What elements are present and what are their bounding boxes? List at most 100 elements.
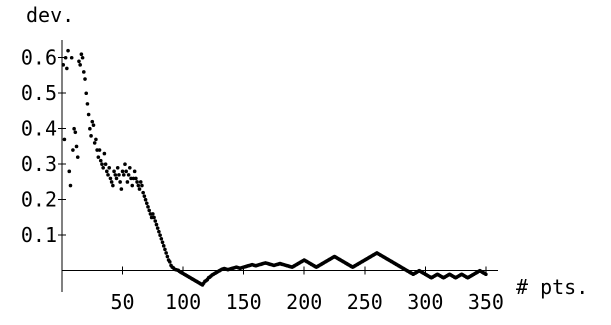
y-axis-label: dev. xyxy=(26,3,74,27)
data-point-0-57 xyxy=(130,183,135,188)
data-point-0-39 xyxy=(108,176,113,181)
data-point-0-21 xyxy=(86,112,91,117)
y-ticks: 0.1 0.2 0.3 0.4 0.5 0.6 xyxy=(21,46,66,247)
data-point-0-25 xyxy=(91,123,96,127)
data-point-0-88 xyxy=(167,260,172,264)
data-point-0-81 xyxy=(159,236,164,241)
x-ticks: 50 100 150 200 250 300 350 xyxy=(111,266,504,314)
y-tick-label-0.2: 0.2 xyxy=(21,188,57,212)
data-point-0-54 xyxy=(126,173,131,177)
x-tick-label-100: 100 xyxy=(165,290,201,314)
data-point-0-50 xyxy=(121,173,126,177)
x-tick-label-200: 200 xyxy=(286,290,322,314)
data-point-0-7 xyxy=(69,55,74,60)
x-tick-label-350: 350 xyxy=(468,290,504,314)
data-point-0-52 xyxy=(124,169,128,174)
data-point-0-20 xyxy=(85,102,90,106)
data-point-0-22 xyxy=(88,126,92,131)
data-point-0-46 xyxy=(117,173,121,177)
data-point-0-60 xyxy=(134,176,138,181)
data-point-0-41 xyxy=(111,183,115,188)
data-point-0-79 xyxy=(157,229,161,234)
data-point-0-75 xyxy=(152,215,156,220)
data-point-0-55 xyxy=(128,165,132,170)
data-point-0-69 xyxy=(144,201,149,206)
data-point-0-14 xyxy=(78,63,82,67)
y-tick-label-0.1: 0.1 xyxy=(21,223,57,247)
y-tick-label-0.6: 0.6 xyxy=(21,46,57,70)
data-point-0-44 xyxy=(114,176,119,181)
data-point-0-82 xyxy=(160,240,165,245)
data-point-0-3 xyxy=(65,66,69,71)
data-point-0-4 xyxy=(66,48,70,53)
data-point-0-13 xyxy=(77,59,81,64)
data-point-0-349 xyxy=(484,272,488,277)
data-point-0-70 xyxy=(146,205,150,209)
data-point-0-64 xyxy=(138,180,143,184)
y-tick-label-0.3: 0.3 xyxy=(21,152,57,176)
data-point-0-12 xyxy=(75,155,80,159)
data-point-0-11 xyxy=(74,144,79,149)
data-point-0-31 xyxy=(98,158,103,163)
data-point-0-34 xyxy=(102,151,107,156)
x-tick-label-150: 150 xyxy=(226,290,262,314)
data-point-0-23 xyxy=(89,134,93,138)
data-point-0-35 xyxy=(103,162,108,167)
data-point-0-84 xyxy=(163,247,167,252)
x-tick-label-50: 50 xyxy=(111,290,135,314)
data-point-0-8 xyxy=(71,148,75,152)
data-point-0-80 xyxy=(158,233,162,238)
data-point-0-53 xyxy=(125,180,130,184)
data-point-0-36 xyxy=(105,169,109,174)
data-point-0-24 xyxy=(90,119,95,124)
data-point-0-62 xyxy=(136,183,141,188)
data-point-0-0 xyxy=(61,63,66,67)
data-point-0-74 xyxy=(151,212,155,216)
data-point-0-27 xyxy=(94,137,98,142)
data-points xyxy=(61,48,488,287)
data-point-0-19 xyxy=(84,91,89,96)
data-point-0-16 xyxy=(80,55,85,60)
data-point-0-86 xyxy=(165,254,170,259)
data-point-0-51 xyxy=(123,162,127,167)
data-point-0-26 xyxy=(92,141,97,145)
x-axis-label: # pts. xyxy=(516,275,588,299)
data-point-0-77 xyxy=(154,222,159,227)
data-point-0-47 xyxy=(118,180,122,184)
data-point-0-6 xyxy=(68,183,73,188)
data-point-0-29 xyxy=(96,155,101,159)
data-point-0-30 xyxy=(97,148,102,152)
data-point-0-2 xyxy=(63,55,68,60)
data-point-0-59 xyxy=(132,169,137,174)
data-point-0-67 xyxy=(142,194,147,198)
data-point-0-38 xyxy=(107,165,112,170)
data-point-0-17 xyxy=(82,70,86,74)
data-point-0-42 xyxy=(112,169,116,174)
data-point-0-43 xyxy=(113,173,118,177)
data-point-0-37 xyxy=(106,173,110,177)
data-point-0-5 xyxy=(67,169,72,174)
data-point-0-66 xyxy=(141,190,145,195)
data-point-0-71 xyxy=(147,208,151,213)
data-point-0-32 xyxy=(100,162,104,167)
x-tick-label-250: 250 xyxy=(347,290,383,314)
data-point-0-78 xyxy=(155,226,160,230)
data-point-0-68 xyxy=(143,197,148,202)
y-tick-label-0.5: 0.5 xyxy=(21,81,57,105)
data-point-0-83 xyxy=(161,244,166,248)
data-point-0-15 xyxy=(79,52,84,56)
data-point-0-10 xyxy=(73,130,78,135)
data-point-0-85 xyxy=(164,251,168,255)
data-point-0-1 xyxy=(62,137,67,142)
data-point-0-18 xyxy=(83,77,87,81)
data-point-0-76 xyxy=(153,219,158,223)
data-point-0-9 xyxy=(72,126,76,131)
data-point-0-45 xyxy=(115,165,120,170)
data-point-0-40 xyxy=(109,180,114,184)
data-point-0-63 xyxy=(137,187,142,191)
x-tick-label-300: 300 xyxy=(407,290,443,314)
data-point-0-49 xyxy=(120,169,125,174)
y-tick-label-0.4: 0.4 xyxy=(21,117,57,141)
data-point-0-61 xyxy=(135,180,139,184)
